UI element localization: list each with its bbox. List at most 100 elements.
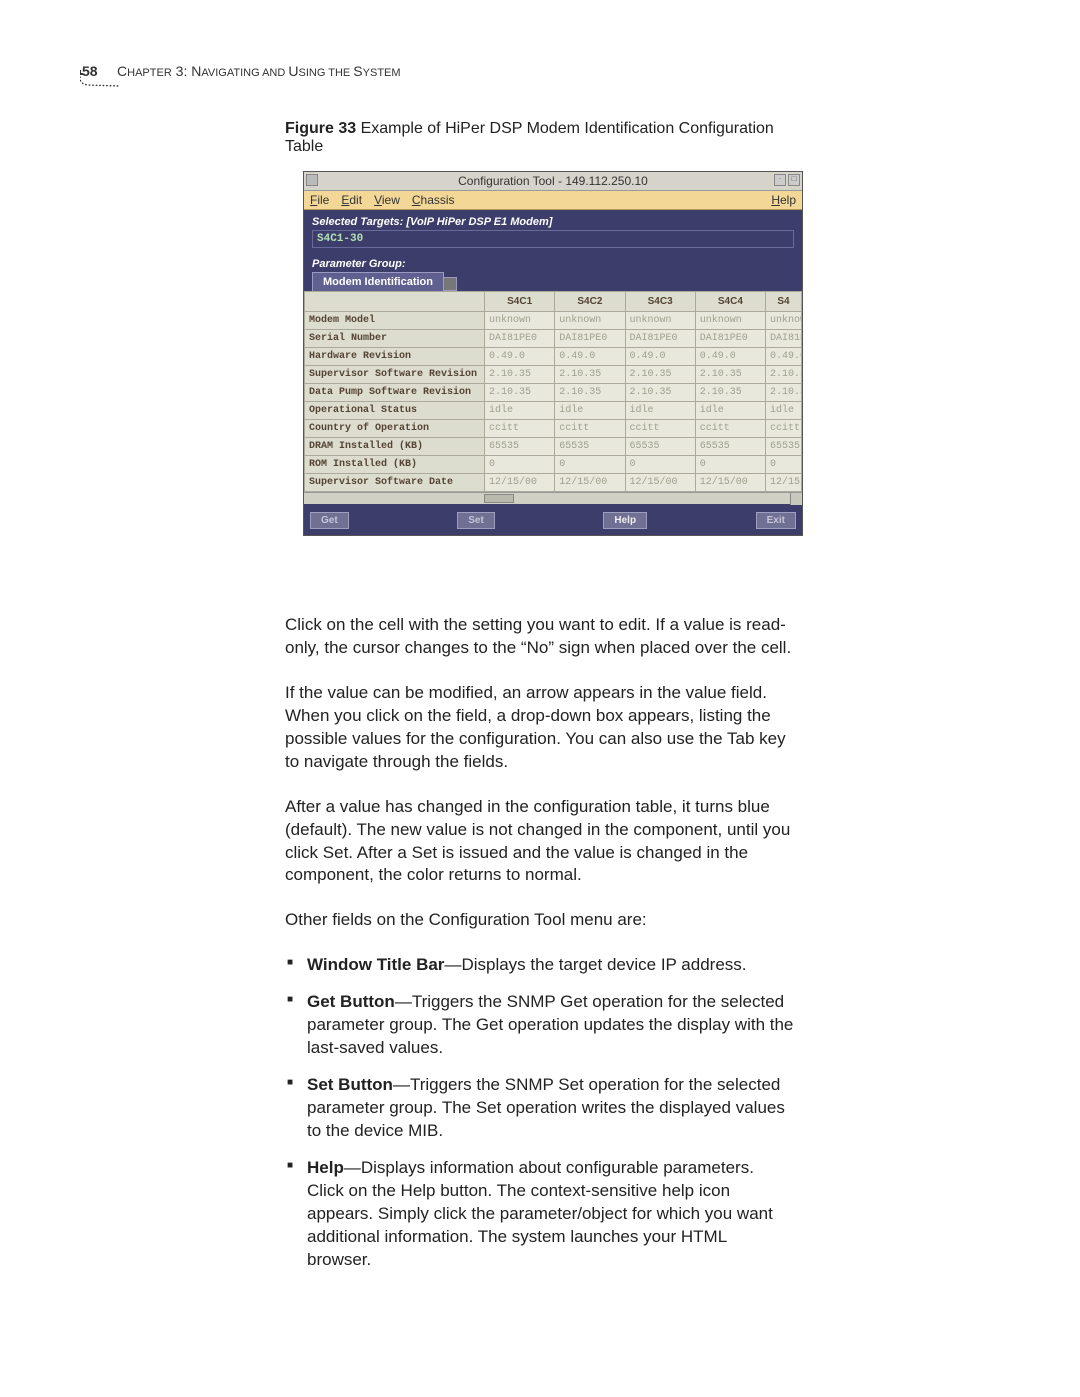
table-cell[interactable]: ccitt [555,420,625,438]
table-cell[interactable]: 0 [695,456,765,474]
table-cell[interactable]: idle [766,402,802,420]
menu-view[interactable]: View [374,193,400,207]
table-row-header: Supervisor Software Date [305,474,485,492]
table-cell[interactable]: ccitt [485,420,555,438]
table-cell[interactable]: 65535 [625,438,695,456]
table-cell[interactable]: idle [555,402,625,420]
table-cell[interactable]: 2.10.35 [485,384,555,402]
table-column-header: S4C1 [485,292,555,312]
page-number: 58 [82,63,98,79]
tab-menu-icon[interactable] [443,277,457,291]
window-title: Configuration Tool - 149.112.250.10 [458,174,648,188]
exit-button[interactable]: Exit [756,512,796,529]
minimize-icon[interactable]: · [774,174,786,186]
config-table-wrapper: S4C1S4C2S4C3S4C4S4 Modem Modelunknownunk… [304,291,802,504]
table-cell[interactable]: 12/15/00 [625,474,695,492]
bullet-list: Window Title Bar—Displays the target dev… [285,954,795,1271]
menubar: File Edit View Chassis Help [304,191,802,210]
table-cell[interactable]: 0 [555,456,625,474]
table-cell[interactable]: 0.49.0 [695,348,765,366]
table-row: DRAM Installed (KB)655356553565535655356… [305,438,802,456]
table-cell[interactable]: 12/15/ [766,474,802,492]
table-cell[interactable]: 2.10.35 [695,384,765,402]
content-column: Figure 33 Example of HiPer DSP Modem Ide… [285,50,795,1272]
list-item-term: Window Title Bar [307,955,444,974]
table-cell[interactable]: DAI81PE0 [625,330,695,348]
table-cell[interactable]: 0 [625,456,695,474]
help-button[interactable]: Help [603,512,647,529]
table-cell[interactable]: 0.49.0 [485,348,555,366]
table-cell[interactable]: unknown [695,312,765,330]
horizontal-scrollbar[interactable] [304,492,802,504]
table-cell[interactable]: idle [695,402,765,420]
table-corner [305,292,485,312]
list-item-text: —Displays the target device IP address. [444,955,746,974]
table-row: Operational Statusidleidleidleidleidle [305,402,802,420]
tab-modem-identification[interactable]: Modem Identification [312,272,444,291]
table-column-header: S4 [766,292,802,312]
body-text: Click on the cell with the setting you w… [285,614,795,1272]
table-cell[interactable]: DAI81PE0 [485,330,555,348]
list-item: Get Button—Triggers the SNMP Get operati… [285,991,795,1060]
table-cell[interactable]: idle [485,402,555,420]
table-cell[interactable]: DAI81PE0 [555,330,625,348]
menu-help[interactable]: Help [771,193,796,207]
list-item: Window Title Bar—Displays the target dev… [285,954,795,977]
table-cell[interactable]: ccitt [695,420,765,438]
table-cell[interactable]: unknow [766,312,802,330]
table-cell[interactable]: 2.10.35 [625,366,695,384]
maximize-icon[interactable]: □ [788,174,800,186]
table-row-header: Hardware Revision [305,348,485,366]
menu-chassis[interactable]: Chassis [412,193,455,207]
scrollbar-right-arrow-icon[interactable] [790,493,802,505]
table-cell[interactable]: DAI81PE0 [695,330,765,348]
list-item-text: —Displays information about configurable… [307,1158,773,1269]
table-cell[interactable]: idle [625,402,695,420]
table-cell[interactable]: 0.49.0 [555,348,625,366]
table-cell[interactable]: 2.10.35 [625,384,695,402]
table-cell[interactable]: 0.49.0 [766,348,802,366]
table-cell[interactable]: 2.10.35 [485,366,555,384]
table-cell[interactable]: unknown [485,312,555,330]
table-row-header: Country of Operation [305,420,485,438]
table-cell[interactable]: 12/15/00 [555,474,625,492]
table-cell[interactable]: 2.10.35 [555,366,625,384]
tab-row: Modem Identification [312,272,794,291]
set-button[interactable]: Set [457,512,495,529]
table-cell[interactable]: 12/15/00 [485,474,555,492]
table-cell[interactable]: ccitt [766,420,802,438]
table-cell[interactable]: 2.10.3 [766,384,802,402]
table-row-header: Data Pump Software Revision [305,384,485,402]
table-row: ROM Installed (KB)00000 [305,456,802,474]
table-cell[interactable]: 65535 [695,438,765,456]
table-cell[interactable]: DAI81P [766,330,802,348]
table-cell[interactable]: 2.10.35 [695,366,765,384]
button-row: Get Set Help Exit [304,504,802,535]
document-page: 58 CHAPTER 3: NAVIGATING AND USING THE S… [0,0,1080,1272]
paragraph: After a value has changed in the configu… [285,796,795,888]
table-row-header: Supervisor Software Revision [305,366,485,384]
table-cell[interactable]: 0 [485,456,555,474]
menu-edit[interactable]: Edit [341,193,362,207]
scrollbar-thumb[interactable] [484,494,514,503]
window-buttons: · □ [774,174,800,186]
list-item-term: Set Button [307,1075,393,1094]
menu-file[interactable]: File [310,193,329,207]
table-row: Modem Modelunknownunknownunknownunknownu… [305,312,802,330]
selected-target-value[interactable]: S4C1-30 [312,230,794,248]
parameter-group-label: Parameter Group: [312,258,794,270]
table-cell[interactable]: 0 [766,456,802,474]
table-cell[interactable]: unknown [555,312,625,330]
table-cell[interactable]: 65535 [485,438,555,456]
table-cell[interactable]: 2.10.3 [766,366,802,384]
table-cell[interactable]: 65535 [766,438,802,456]
table-cell[interactable]: 0.49.0 [625,348,695,366]
system-menu-icon[interactable] [306,174,318,186]
table-cell[interactable]: ccitt [625,420,695,438]
get-button[interactable]: Get [310,512,349,529]
table-cell[interactable]: 65535 [555,438,625,456]
config-tool-window: Configuration Tool - 149.112.250.10 · □ … [303,171,803,536]
table-cell[interactable]: 12/15/00 [695,474,765,492]
table-cell[interactable]: unknown [625,312,695,330]
table-cell[interactable]: 2.10.35 [555,384,625,402]
